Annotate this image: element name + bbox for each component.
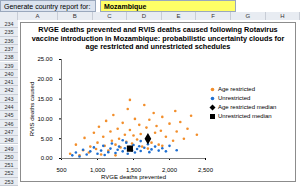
svg-text:RVGE deaths prevented: RVGE deaths prevented [101,174,166,180]
html-text:D: D [141,13,147,19]
html-text:250: 250 [4,153,14,160]
html-text:A: A [35,13,40,19]
html-text:245: 245 [4,112,14,119]
html-text:242: 242 [4,87,14,94]
html-text:244: 244 [4,104,14,110]
svg-text:RVIS deaths caused: RVIS deaths caused [29,82,35,137]
html-text:251: 251 [4,162,14,169]
html-text:240: 240 [4,70,14,77]
html-text:239: 239 [4,62,14,69]
html-text:234: 234 [4,21,14,27]
html-text:RVGE deaths prevented and RVIS: RVGE deaths prevented and RVIS deaths ca… [31,25,285,52]
svg-text:1,000: 1,000 [90,167,106,173]
svg-text:2,000: 2,000 [162,167,178,173]
html-text:252: 252 [4,170,14,177]
svg-text:20.00: 20.00 [37,76,53,82]
html-text:241: 241 [4,79,14,86]
svg-text:1,500: 1,500 [126,167,142,173]
html-text:B: B [72,13,77,19]
html-text:Age restricted median: Age restricted median [218,104,277,110]
html-text:247: 247 [4,128,14,135]
html-text:Mozambique: Mozambique [104,3,147,10]
html-text:246: 246 [4,120,14,127]
html-text:237: 237 [4,45,14,52]
svg-text:0.00: 0.00 [41,155,53,161]
html-text:E: E [176,13,181,19]
html-text:238: 238 [4,54,14,61]
html-text:C: C [107,13,112,19]
html-text:H: H [280,13,285,19]
svg-text:2,500: 2,500 [198,167,214,173]
html-text:248: 248 [4,137,14,144]
html-text:236: 236 [4,37,14,44]
svg-text:10.00: 10.00 [37,116,53,122]
html-text:243: 243 [4,95,14,102]
svg-text:15.00: 15.00 [37,96,53,102]
svg-text:25.00: 25.00 [37,56,53,62]
html-text:Unrestricted: Unrestricted [218,95,251,101]
html-text:Age restricted: Age restricted [218,86,255,92]
html-text:235: 235 [4,29,14,36]
svg-text:500: 500 [56,167,67,173]
html-text:249: 249 [4,145,14,152]
html-text:253: 253 [4,178,14,185]
svg-text:5.00: 5.00 [41,136,53,142]
html-text:Unrestricted median: Unrestricted median [218,113,272,119]
html-text:Generate country report for:: Generate country report for: [4,3,91,10]
html-text:F: F [211,13,215,19]
html-text:G: G [245,13,251,19]
